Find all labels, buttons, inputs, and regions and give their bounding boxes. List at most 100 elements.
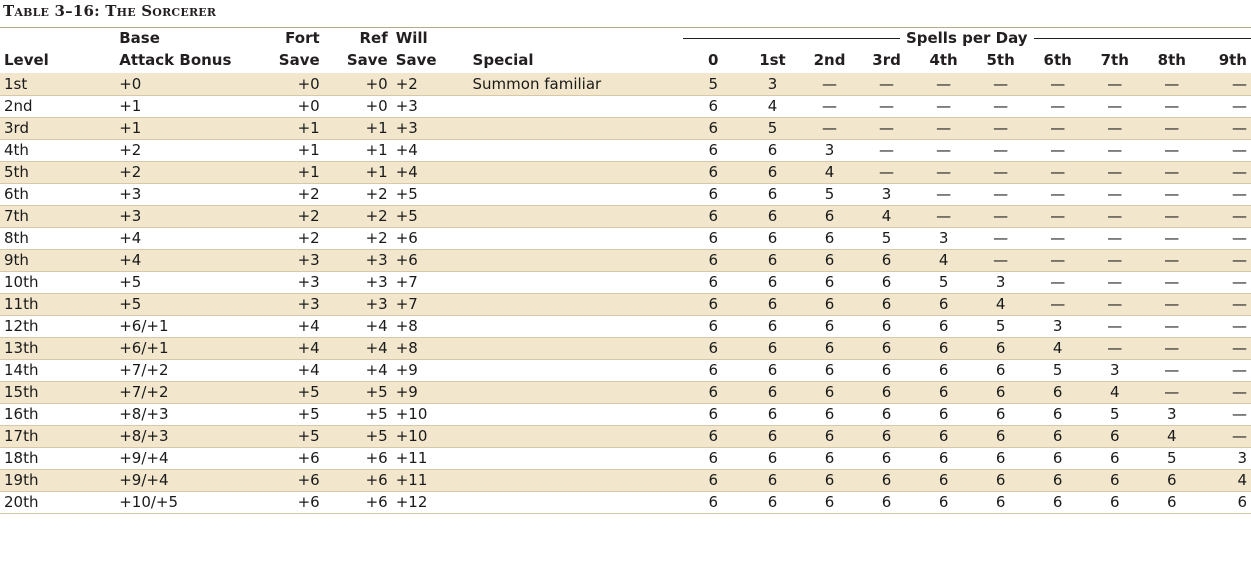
special-cell bbox=[468, 425, 683, 448]
spells-level-1-cell: 6 bbox=[743, 447, 801, 470]
spells-level-0-cell: 6 bbox=[682, 403, 744, 426]
spells-level-4-cell: 6 bbox=[915, 293, 973, 316]
special-cell bbox=[468, 183, 683, 206]
spells-level-9-cell: — bbox=[1200, 337, 1251, 360]
spells-level-6-cell: — bbox=[1029, 205, 1087, 228]
spells-level-6-cell: — bbox=[1029, 117, 1087, 140]
spells-level-4-cell: 5 bbox=[915, 271, 973, 294]
special-cell bbox=[468, 315, 683, 338]
spells-level-9-cell: — bbox=[1200, 73, 1251, 96]
will-save-cell: +6 bbox=[391, 249, 469, 272]
spells-level-7-cell: — bbox=[1086, 293, 1144, 316]
spells-level-9-cell: — bbox=[1200, 293, 1251, 316]
spells-level-8-cell: 6 bbox=[1143, 469, 1201, 492]
spells-level-6-cell: 6 bbox=[1029, 403, 1087, 426]
spells-level-6-cell: — bbox=[1029, 73, 1087, 96]
special-cell bbox=[468, 227, 683, 250]
spells-level-9-cell: — bbox=[1200, 359, 1251, 382]
spells-level-7-cell: 4 bbox=[1086, 381, 1144, 404]
spells-level-0-cell: 6 bbox=[682, 447, 744, 470]
spells-level-4-cell: 6 bbox=[915, 469, 973, 492]
table-row: 3rd +1 +1 +1 +3 6 5— — — — — — — — bbox=[0, 117, 1251, 140]
spells-level-3-cell: — bbox=[858, 73, 916, 96]
will-save-cell: +4 bbox=[391, 161, 469, 184]
spells-level-3-cell: 6 bbox=[858, 359, 916, 382]
fort-save-cell: +0 bbox=[257, 95, 324, 118]
table-row: 7th +3 +2 +2 +5 6 6 6 4— — — — — — bbox=[0, 205, 1251, 228]
spells-level-5-cell: — bbox=[972, 249, 1030, 272]
fort-save-cell: +2 bbox=[257, 183, 324, 206]
table-row: 5th +2 +1 +1 +4 6 6 4— — — — — — — bbox=[0, 161, 1251, 184]
spells-level-0-cell: 6 bbox=[682, 95, 744, 118]
spells-level-2-cell: 6 bbox=[800, 359, 859, 382]
spells-level-3-cell: 6 bbox=[858, 337, 916, 360]
table-row: 16th +8/+3 +5 +5 +10 6 6 6 6 6 6 6 5 3— bbox=[0, 403, 1251, 426]
spells-level-4-cell: — bbox=[915, 117, 973, 140]
table-row: 6th +3 +2 +2 +5 6 6 5 3— — — — — — bbox=[0, 183, 1251, 206]
will-save-cell: +4 bbox=[391, 139, 469, 162]
spells-level-7-cell: — bbox=[1086, 227, 1144, 250]
spells-level-4-cell: 3 bbox=[915, 227, 973, 250]
spells-level-6-cell: — bbox=[1029, 183, 1087, 206]
spells-level-8-cell: — bbox=[1143, 381, 1201, 404]
ref-save-cell: +1 bbox=[323, 139, 392, 162]
sorcerer-table: Base Fort Ref Will Spells per Day Level … bbox=[0, 28, 1251, 514]
spells-level-2-cell: — bbox=[800, 73, 859, 96]
spells-level-3-cell: 6 bbox=[858, 271, 916, 294]
spells-level-5-cell: — bbox=[972, 227, 1030, 250]
special-cell: Summon familiar bbox=[468, 73, 683, 96]
will-save-cell: +3 bbox=[391, 95, 469, 118]
spells-level-1-cell: 6 bbox=[743, 425, 801, 448]
spells-level-4-cell: 6 bbox=[915, 403, 973, 426]
spells-level-9-cell: 6 bbox=[1200, 491, 1251, 514]
will-save-cell: +9 bbox=[391, 381, 469, 404]
spells-level-7-cell: — bbox=[1086, 249, 1144, 272]
spells-level-6-cell: 3 bbox=[1029, 315, 1087, 338]
ref-save-cell: +5 bbox=[323, 425, 392, 448]
fort-save-cell: +1 bbox=[257, 117, 324, 140]
spells-level-9-cell: — bbox=[1200, 117, 1251, 140]
header-will-top: Will bbox=[395, 29, 428, 47]
ref-save-cell: +6 bbox=[323, 447, 392, 470]
spells-level-6-cell: 5 bbox=[1029, 359, 1087, 382]
spells-level-7-cell: — bbox=[1086, 337, 1144, 360]
table-row: 9th +4 +3 +3 +6 6 6 6 6 4— — — — — bbox=[0, 249, 1251, 272]
spells-level-1-cell: 6 bbox=[743, 315, 801, 338]
spells-level-0-cell: 6 bbox=[682, 205, 744, 228]
spells-level-3-cell: — bbox=[858, 117, 916, 140]
will-save-cell: +7 bbox=[391, 293, 469, 316]
table-title: Table 3–16: The Sorcerer bbox=[3, 2, 217, 20]
spells-level-9-cell: — bbox=[1200, 227, 1251, 250]
level-cell: 5th bbox=[0, 161, 116, 184]
spells-level-7-cell: — bbox=[1086, 271, 1144, 294]
ref-save-cell: +4 bbox=[323, 337, 392, 360]
spells-level-0-cell: 6 bbox=[682, 337, 744, 360]
spells-level-8-cell: — bbox=[1143, 117, 1201, 140]
spells-level-8-cell: 4 bbox=[1143, 425, 1201, 448]
table-row: 2nd +1 +0 +0 +3 6 4— — — — — — — — bbox=[0, 95, 1251, 118]
spells-level-9-cell: 4 bbox=[1200, 469, 1251, 492]
fort-save-cell: +1 bbox=[257, 161, 324, 184]
fort-save-cell: +1 bbox=[257, 139, 324, 162]
spells-level-6-cell: 4 bbox=[1029, 337, 1087, 360]
spells-level-1-cell: 4 bbox=[743, 95, 801, 118]
header-special: Special bbox=[472, 51, 534, 69]
bab-cell: +0 bbox=[115, 73, 258, 96]
spells-level-3-cell: 6 bbox=[858, 381, 916, 404]
level-cell: 6th bbox=[0, 183, 116, 206]
spells-level-1-cell: 6 bbox=[743, 403, 801, 426]
special-cell bbox=[468, 403, 683, 426]
special-cell bbox=[468, 249, 683, 272]
ref-save-cell: +5 bbox=[323, 403, 392, 426]
level-cell: 2nd bbox=[0, 95, 116, 118]
fort-save-cell: +6 bbox=[257, 469, 324, 492]
spells-level-0-cell: 6 bbox=[682, 315, 744, 338]
fort-save-cell: +2 bbox=[257, 227, 324, 250]
spells-level-0-cell: 6 bbox=[682, 161, 744, 184]
bab-cell: +7/+2 bbox=[115, 359, 258, 382]
spells-level-2-cell: 6 bbox=[800, 381, 859, 404]
spells-level-9-cell: — bbox=[1200, 161, 1251, 184]
spells-level-7-cell: 3 bbox=[1086, 359, 1144, 382]
header-spell-level-1: 1st bbox=[759, 51, 786, 69]
spells-level-5-cell: — bbox=[972, 117, 1030, 140]
